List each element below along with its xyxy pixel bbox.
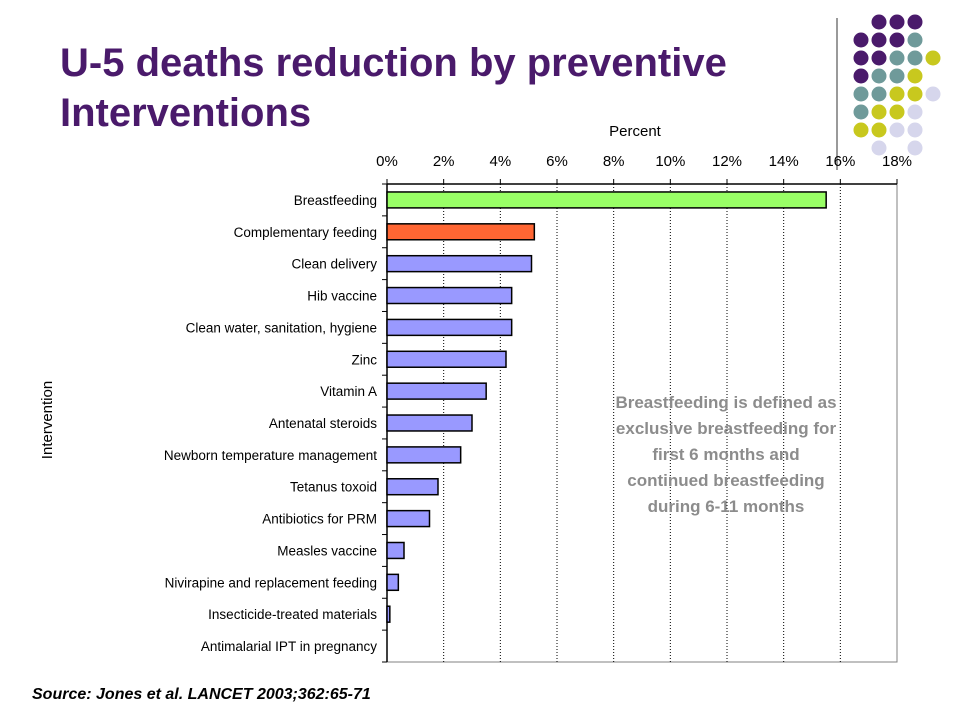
x-tick-label: 4% (489, 153, 511, 170)
decorative-dot (907, 104, 923, 120)
decorative-dot (889, 122, 905, 138)
decorative-dot-grid (853, 14, 941, 156)
decorative-dot (889, 50, 905, 66)
bar (386, 605, 391, 623)
decorative-dot (907, 86, 923, 102)
category-label: Insecticide-treated materials (208, 607, 377, 622)
category-label: Antibiotics for PRM (262, 512, 377, 527)
category-label: Hib vaccine (307, 289, 377, 304)
decorative-dot (853, 68, 869, 84)
decorative-dot (853, 104, 869, 120)
decorative-dot (889, 32, 905, 48)
decorative-dot (907, 50, 923, 66)
decorative-dot (871, 122, 887, 138)
decorative-dot (925, 50, 941, 66)
decorative-dot (853, 122, 869, 138)
category-label: Measles vaccine (277, 543, 377, 558)
decorative-dot (853, 86, 869, 102)
bar (386, 446, 462, 464)
bar (386, 478, 439, 496)
decorative-dot (871, 14, 887, 30)
x-tick-label: 12% (712, 153, 742, 170)
bar (386, 191, 827, 209)
category-label: Vitamin A (320, 384, 377, 399)
category-label: Tetanus toxoid (290, 480, 377, 495)
bar (386, 318, 513, 337)
bar (386, 414, 473, 432)
decorative-dot (871, 32, 887, 48)
decorative-dot (907, 122, 923, 138)
category-label: Breastfeeding (294, 193, 377, 208)
decorative-dot (853, 50, 869, 66)
y-axis-label: Intervention (39, 381, 56, 459)
bar (386, 509, 431, 528)
decorative-dot (871, 68, 887, 84)
decorative-dot (871, 50, 887, 66)
bar (386, 350, 507, 368)
x-tick-label: 8% (603, 153, 625, 170)
x-tick-label: 0% (376, 153, 398, 170)
decorative-dot (889, 86, 905, 102)
category-label: Clean water, sanitation, hygiene (186, 320, 377, 335)
x-tick-label: 18% (882, 153, 912, 170)
x-tick-label: 6% (546, 153, 568, 170)
bar (386, 254, 533, 273)
bar (386, 573, 400, 592)
x-tick-label: 14% (769, 153, 799, 170)
decorative-dot (907, 14, 923, 30)
slide-title: U-5 deaths reduction by preventive Inter… (60, 41, 727, 135)
category-label: Antenatal steroids (269, 416, 377, 431)
x-tick-label: 10% (655, 153, 685, 170)
decorative-dot (853, 32, 869, 48)
x-axis-label: Percent (609, 123, 662, 140)
decorative-divider (836, 18, 838, 170)
decorative-dot (871, 140, 887, 156)
category-label: Zinc (351, 352, 377, 367)
bar (386, 286, 513, 305)
x-tick-label: 16% (825, 153, 855, 170)
breastfeeding-definition-note: Breastfeeding is defined as exclusive br… (615, 393, 837, 516)
decorative-dot (907, 68, 923, 84)
category-label: Antimalarial IPT in pregnancy (201, 639, 377, 654)
decorative-dot (889, 104, 905, 120)
decorative-dot (907, 140, 923, 156)
decorative-dot (925, 86, 941, 102)
bar (386, 382, 487, 400)
decorative-dot (907, 32, 923, 48)
decorative-dot (871, 104, 887, 120)
category-label: Newborn temperature management (164, 448, 377, 463)
bar (386, 541, 405, 560)
decorative-dot (871, 86, 887, 102)
decorative-dot (889, 68, 905, 84)
x-tick-label: 2% (433, 153, 455, 170)
category-label: Complementary feeding (234, 225, 377, 240)
bar (386, 223, 536, 241)
source-citation: Source: Jones et al. LANCET 2003;362:65-… (32, 686, 371, 703)
category-label: Nivirapine and replacement feeding (165, 575, 377, 590)
decorative-dot (889, 14, 905, 30)
category-label: Clean delivery (291, 257, 377, 272)
